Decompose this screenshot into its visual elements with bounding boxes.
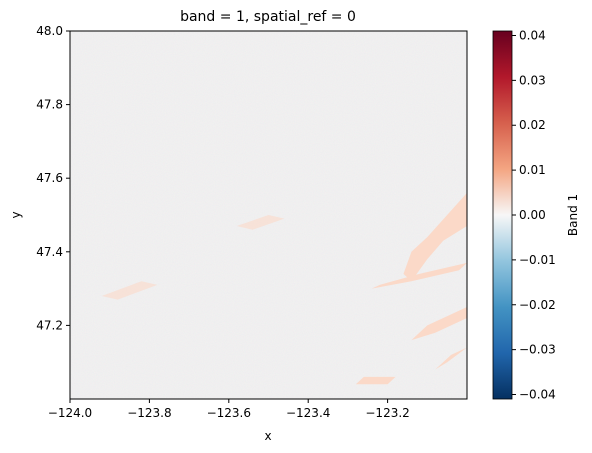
colorbar-tick-label: 0.00 <box>519 208 546 222</box>
y-axis-ticks: 47.2 47.4 47.6 47.8 48.0 <box>36 24 70 332</box>
heatmap-positive-feature <box>236 215 285 230</box>
x-axis-ticks: −124.0 −123.8 −123.6 −123.4 −123.2 <box>48 399 410 420</box>
heatmap-positive-feature <box>403 192 467 282</box>
heatmap-positive-feature <box>371 262 467 289</box>
y-axis-label: y <box>9 211 23 218</box>
colorbar: −0.04 −0.03 −0.02 −0.01 0.00 0.01 0.02 0.03 0.04… <box>492 28 580 402</box>
colorbar-gradient <box>492 30 513 400</box>
colorbar-tick-label: −0.03 <box>519 343 556 357</box>
y-tick-label: 47.2 <box>36 318 63 332</box>
colorbar-ticks: −0.04 −0.03 −0.02 −0.01 0.00 0.01 0.02 0.03 0.04 <box>512 28 556 402</box>
colorbar-tick-label: −0.04 <box>519 388 556 402</box>
plot-area <box>69 30 468 400</box>
heatmap-positive-feature <box>411 307 467 341</box>
colorbar-tick-label: 0.02 <box>519 118 546 132</box>
heatmap-features <box>101 192 467 385</box>
x-tick-label: −123.8 <box>127 406 171 420</box>
heatmap-positive-feature <box>101 281 158 300</box>
colorbar-tick-label: −0.01 <box>519 253 556 267</box>
y-tick-label: 47.6 <box>36 171 63 185</box>
colorbar-tick-label: 0.03 <box>519 73 546 87</box>
heatmap-positive-feature <box>435 347 467 370</box>
colorbar-label: Band 1 <box>566 194 580 236</box>
colorbar-tick-label: 0.04 <box>519 28 546 42</box>
plot-frame <box>69 30 468 400</box>
x-tick-label: −123.4 <box>286 406 330 420</box>
colorbar-tick-label: −0.02 <box>519 298 556 312</box>
y-tick-label: 47.8 <box>36 98 63 112</box>
x-tick-label: −123.6 <box>207 406 251 420</box>
heatmap-positive-feature <box>355 376 396 385</box>
y-tick-label: 48.0 <box>36 24 63 38</box>
x-axis-label: x <box>264 429 271 443</box>
x-tick-label: −123.2 <box>365 406 409 420</box>
chart-title: band = 1, spatial_ref = 0 <box>180 9 356 25</box>
colorbar-tick-label: 0.01 <box>519 163 546 177</box>
x-tick-label: −124.0 <box>48 406 92 420</box>
y-tick-label: 47.4 <box>36 245 63 259</box>
